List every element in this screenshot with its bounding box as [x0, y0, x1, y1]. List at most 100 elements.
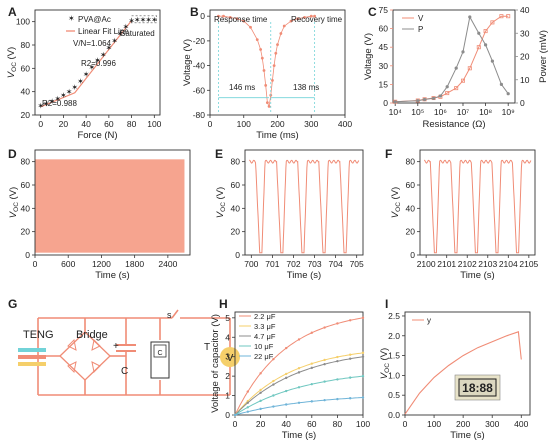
y-axis-label: Voltage of capacitor (V): [210, 314, 221, 413]
plot-frame: [34, 149, 191, 256]
x-tick-label: 300: [304, 119, 318, 129]
load-capacitor: [150, 341, 170, 379]
annotation: 146 ms: [229, 83, 255, 92]
y-tick-label: 0: [25, 250, 30, 260]
data-point: [282, 24, 286, 28]
data-point: [228, 16, 232, 19]
annotation: Saturated: [120, 29, 155, 38]
y-tick-label: 40: [21, 203, 31, 213]
data-point: [274, 51, 278, 55]
legend-label: 22 μF: [254, 352, 274, 361]
annotation: Recovery time: [291, 15, 343, 24]
panel-e: E 700 701 702 703 704 705 0 20 40 60 80 Time (s) VOC …: [215, 147, 364, 281]
x-tick-label: 100: [427, 419, 441, 429]
y-tick-label: 2: [225, 371, 230, 381]
teng-layer-3: [18, 362, 46, 366]
x-tick-label: 2100: [417, 259, 436, 269]
data-point: [483, 43, 488, 47]
y-tick-label: -80: [193, 110, 206, 120]
data-point: ✶: [94, 56, 101, 65]
y-tick-label: 80: [21, 40, 31, 50]
x-tick-label: 10⁷: [457, 107, 470, 117]
y-tick-label: -40: [193, 61, 206, 71]
data-point: [483, 29, 488, 34]
saturated-box: [131, 15, 157, 24]
data-point: [499, 82, 503, 86]
capacitor-curve: [234, 375, 364, 416]
data-point: ✶: [66, 88, 73, 97]
data-point: [506, 92, 510, 96]
plot-frame: [34, 9, 161, 116]
t-label: T: [204, 342, 210, 353]
voltage-line: [249, 159, 360, 254]
data-point: [267, 104, 271, 108]
data-point: ✶: [49, 97, 56, 106]
lcd-text: 18:88: [462, 381, 493, 395]
plus-label: +: [113, 341, 119, 352]
data-point: [454, 66, 458, 70]
x-tick-label: 10⁶: [434, 107, 447, 117]
data-point: [468, 15, 472, 19]
x-axis-label: Force (N): [77, 130, 117, 141]
panel-a: A 0 20 40 60 80 100 20 40 60 80 100 Force (N) VOC (V)…: [6, 5, 162, 141]
legend-label: Linear Fit Line: [78, 27, 129, 36]
load-capacitor-label: C: [157, 350, 162, 357]
data-point: ✶: [88, 63, 95, 72]
data-point: ✶: [77, 77, 84, 86]
data-point: ✶: [60, 91, 67, 100]
data-point: ✶: [145, 15, 152, 24]
x-tick-label: 100: [147, 119, 161, 129]
x-tick-label: 10⁴: [389, 107, 402, 117]
annotation: Response time: [214, 15, 268, 24]
legend-label: 2.2 μF: [254, 312, 276, 321]
panel-letter: E: [215, 147, 223, 161]
x-axis-label: Time (s): [287, 270, 321, 281]
y-axis-label: Power (mW): [538, 30, 549, 83]
y-tick-label: 15: [379, 79, 389, 89]
x-tick-label: 100: [237, 119, 251, 129]
y-tick-label: 0.5: [388, 390, 400, 400]
data-point: ✶: [123, 22, 130, 31]
series-p-line: [395, 15, 509, 103]
y-tick-label: 0.0: [388, 410, 400, 420]
x-tick-label: 2105: [519, 259, 538, 269]
x-tick-label: 10⁹: [502, 107, 515, 117]
capacitor-curve: [234, 397, 364, 416]
y-tick-label: 30: [379, 61, 389, 71]
x-axis-label: Time (s): [95, 270, 129, 281]
data-point: [309, 14, 313, 18]
data-point: [467, 66, 472, 71]
data-point: [393, 100, 397, 104]
voltage-line: [404, 331, 522, 415]
y-tick-label: 80: [21, 157, 31, 167]
x-tick-label: 704: [329, 259, 343, 269]
y-tick-label: 60: [379, 24, 389, 34]
annotation: 138 ms: [293, 83, 319, 92]
x-tick-label: 80: [127, 119, 137, 129]
y-tick-label: 0: [225, 410, 230, 420]
data-point: [438, 94, 442, 98]
y-tick-label: 5: [225, 313, 230, 323]
y-tick-label: 75: [379, 5, 389, 15]
x-axis-label: Time (s): [450, 430, 484, 441]
x-tick-label: 2101: [437, 259, 456, 269]
legend-label: PVA@Ac: [78, 15, 111, 24]
data-point: [313, 14, 317, 18]
data-point: [460, 78, 465, 83]
x-tick-label: 60: [307, 419, 317, 429]
data-point: [490, 59, 494, 63]
load-capacitor-inner: [153, 344, 167, 358]
y-tick-label: 1.5: [388, 351, 400, 361]
x-tick-label: 80: [333, 419, 343, 429]
data-point: [271, 79, 274, 82]
y-tick-label: 40: [406, 203, 416, 213]
data-point: [303, 16, 306, 19]
voltage-line: [218, 15, 315, 108]
panel-letter: I: [385, 297, 388, 311]
bridge-label: Bridge: [76, 329, 108, 341]
x-tick-label: 0: [38, 119, 43, 129]
capacitor-curve: [234, 352, 364, 416]
x-tick-label: 1200: [92, 259, 111, 269]
data-point: [454, 86, 459, 91]
y-tick-label: 40: [231, 203, 241, 213]
